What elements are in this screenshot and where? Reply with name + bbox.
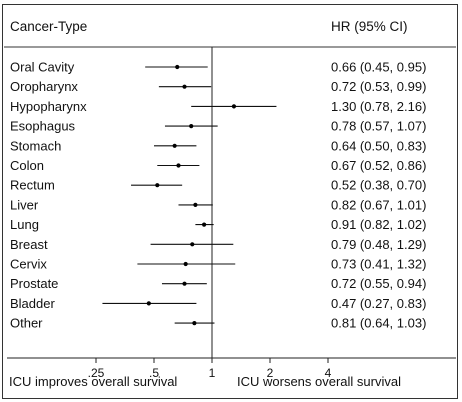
- x-tick-label-1: .5: [149, 366, 159, 380]
- forest-row-prostate: Prostate 0.72 (0.55, 0.94): [10, 276, 426, 291]
- row-label-prostate: Prostate: [10, 276, 58, 291]
- forest-row-rectum: Rectum 0.52 (0.38, 0.70): [10, 178, 426, 193]
- hr-ci-text-esophagus: 0.78 (0.57, 1.07): [331, 119, 426, 134]
- hr-point-cervix: [183, 261, 188, 267]
- x-tick-label-0: .25: [88, 366, 105, 380]
- hr-point-hypopharynx: [231, 104, 237, 109]
- hr-ci-text-lung: 0.91 (0.82, 1.02): [331, 217, 426, 232]
- forest-row-breast: Breast 0.79 (0.48, 1.29): [10, 237, 426, 252]
- hr-point-colon: [176, 163, 181, 168]
- forest-row-oropharynx: Oropharynx 0.72 (0.53, 0.99): [10, 79, 426, 94]
- hr-ci-text-rectum: 0.52 (0.38, 0.70): [331, 178, 426, 193]
- row-label-oral-cavity: Oral Cavity: [10, 60, 75, 75]
- row-label-oropharynx: Oropharynx: [10, 79, 78, 94]
- hr-point-lung: [202, 222, 207, 227]
- caption-improves: ICU improves overall survival: [9, 374, 177, 389]
- x-tick-label-4: 4: [325, 366, 332, 380]
- row-label-cervix: Cervix: [10, 257, 47, 272]
- forest-row-cervix: Cervix 0.73 (0.41, 1.32): [10, 257, 426, 272]
- hr-ci-text-bladder: 0.47 (0.27, 0.83): [331, 296, 426, 311]
- hr-point-stomach: [172, 143, 177, 148]
- hr-point-bladder: [146, 301, 151, 306]
- hr-ci-text-oral-cavity: 0.66 (0.45, 0.95): [331, 60, 426, 75]
- row-label-rectum: Rectum: [10, 178, 55, 193]
- row-label-colon: Colon: [10, 158, 44, 173]
- row-label-hypopharynx: Hypopharynx: [10, 99, 87, 114]
- row-label-bladder: Bladder: [10, 296, 55, 311]
- hr-ci-text-stomach: 0.64 (0.50, 0.83): [331, 138, 426, 153]
- hr-point-prostate: [182, 281, 187, 286]
- hr-ci-text-oropharynx: 0.72 (0.53, 0.99): [331, 79, 426, 94]
- header-hr-ci: HR (95% CI): [331, 19, 408, 34]
- hr-ci-text-breast: 0.79 (0.48, 1.29): [331, 237, 426, 252]
- forest-row-other: Other 0.81 (0.64, 1.03): [10, 316, 426, 331]
- row-label-other: Other: [10, 316, 43, 331]
- row-label-liver: Liver: [10, 197, 39, 212]
- forest-row-bladder: Bladder 0.47 (0.27, 0.83): [10, 296, 426, 311]
- x-axis: .25 .5 1 2 4: [7, 357, 456, 380]
- header-cancer-type: Cancer-Type: [10, 19, 87, 34]
- hr-point-liver: [193, 202, 198, 207]
- row-label-breast: Breast: [10, 237, 48, 252]
- forest-row-esophagus: Esophagus 0.78 (0.57, 1.07): [10, 119, 426, 134]
- hr-point-esophagus: [189, 124, 194, 129]
- forest-row-colon: Colon 0.67 (0.52, 0.86): [10, 158, 426, 173]
- hr-point-rectum: [155, 183, 160, 188]
- hr-ci-text-other: 0.81 (0.64, 1.03): [331, 316, 426, 331]
- x-tick-label-2: 1: [209, 366, 216, 380]
- hr-ci-text-prostate: 0.72 (0.55, 0.94): [331, 276, 426, 291]
- hr-ci-text-cervix: 0.73 (0.41, 1.32): [331, 257, 426, 272]
- row-label-stomach: Stomach: [10, 138, 61, 153]
- hr-ci-text-hypopharynx: 1.30 (0.78, 2.16): [331, 99, 426, 114]
- hr-point-breast: [190, 242, 195, 247]
- hr-point-other: [192, 321, 197, 326]
- forest-rows: Oral Cavity 0.66 (0.45, 0.95) Oropharynx 0.…: [10, 47, 426, 358]
- forest-row-liver: Liver 0.82 (0.67, 1.01): [10, 197, 426, 212]
- caption-worsens: ICU worsens overall survival: [237, 374, 401, 389]
- forest-row-oral-cavity: Oral Cavity 0.66 (0.45, 0.95): [10, 60, 426, 75]
- hr-ci-text-liver: 0.82 (0.67, 1.01): [331, 197, 426, 212]
- figure-border: [2, 4, 458, 399]
- row-label-lung: Lung: [10, 217, 39, 232]
- hr-point-oral-cavity: [175, 64, 180, 70]
- hr-point-oropharynx: [182, 84, 187, 89]
- row-label-esophagus: Esophagus: [10, 119, 76, 134]
- forest-row-hypopharynx: Hypopharynx 1.30 (0.78, 2.16): [10, 99, 426, 114]
- hr-ci-text-colon: 0.67 (0.52, 0.86): [331, 158, 426, 173]
- forest-row-stomach: Stomach 0.64 (0.50, 0.83): [10, 138, 426, 153]
- x-tick-label-3: 2: [267, 366, 274, 380]
- forest-row-lung: Lung 0.91 (0.82, 1.02): [10, 217, 426, 232]
